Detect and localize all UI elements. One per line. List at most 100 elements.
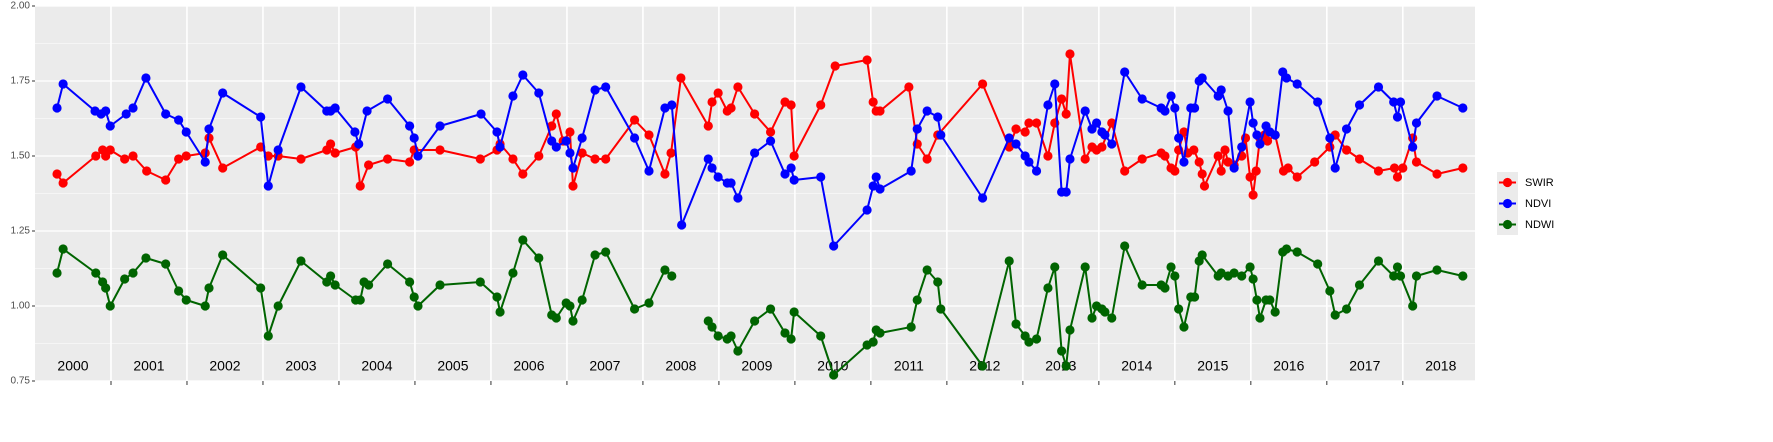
point: [200, 157, 210, 167]
point: [58, 244, 68, 254]
point: [1341, 145, 1352, 155]
point: [590, 250, 600, 260]
point: [565, 127, 575, 137]
point: [409, 292, 419, 302]
point: [666, 148, 676, 158]
point: [1237, 142, 1247, 152]
point: [726, 331, 736, 341]
point: [1100, 307, 1110, 317]
point: [816, 331, 826, 341]
point: [1043, 100, 1053, 110]
point: [1248, 274, 1258, 284]
point: [1411, 271, 1422, 281]
point: [296, 82, 306, 92]
point: [765, 136, 776, 146]
point: [121, 109, 131, 119]
point: [350, 127, 360, 137]
point: [1120, 166, 1130, 176]
point: [1031, 166, 1042, 176]
point: [1024, 157, 1034, 167]
point: [534, 253, 544, 263]
point: [1255, 139, 1265, 149]
point: [120, 274, 130, 284]
point: [816, 100, 826, 110]
point: [1120, 67, 1130, 77]
point: [1080, 262, 1090, 272]
point: [1107, 313, 1117, 323]
point: [1160, 106, 1170, 116]
point: [551, 313, 561, 323]
point: [1432, 91, 1442, 101]
point: [1057, 94, 1067, 104]
y-tick-label: 2.00: [11, 1, 31, 12]
point: [1292, 79, 1302, 89]
point: [629, 115, 640, 125]
point: [362, 106, 372, 116]
point: [726, 178, 736, 188]
point: [922, 265, 932, 275]
point: [1325, 286, 1335, 296]
year-label: 2013: [1045, 358, 1076, 374]
point: [750, 109, 760, 119]
year-label: 2011: [894, 358, 924, 374]
point: [1170, 103, 1180, 113]
year-label: 2004: [361, 358, 392, 374]
point: [644, 166, 654, 176]
point: [577, 133, 587, 143]
point: [1065, 325, 1075, 335]
point: [1061, 109, 1071, 119]
point: [382, 154, 393, 164]
point: [91, 268, 101, 278]
point: [495, 307, 505, 317]
point: [922, 154, 932, 164]
point: [1432, 265, 1442, 275]
point: [1087, 313, 1097, 323]
point: [1050, 79, 1060, 89]
point: [101, 283, 111, 293]
point: [218, 163, 228, 173]
point: [413, 151, 423, 161]
point: [1373, 256, 1384, 266]
point: [355, 295, 365, 305]
point: [862, 205, 872, 215]
point: [355, 181, 365, 191]
point: [1197, 73, 1207, 83]
point: [1137, 154, 1147, 164]
point: [933, 112, 943, 122]
point: [382, 259, 393, 269]
point: [273, 301, 283, 311]
point: [590, 154, 600, 164]
point: [977, 193, 988, 203]
point: [405, 157, 415, 167]
point: [256, 112, 266, 122]
year-label: 2008: [665, 358, 696, 374]
point: [1179, 322, 1189, 332]
point: [1194, 157, 1204, 167]
point: [904, 82, 914, 92]
point: [1389, 271, 1399, 281]
point: [1392, 112, 1403, 122]
point: [830, 61, 840, 71]
point: [1229, 163, 1239, 173]
point: [568, 181, 578, 191]
point: [476, 109, 486, 119]
point: [1408, 301, 1418, 311]
point: [1354, 100, 1365, 110]
point: [1080, 106, 1090, 116]
point: [644, 130, 654, 140]
point: [1270, 307, 1280, 317]
point: [1050, 262, 1060, 272]
point: [601, 154, 611, 164]
point: [733, 193, 743, 203]
point: [1043, 283, 1053, 293]
point: [1004, 133, 1014, 143]
point: [707, 322, 717, 332]
point: [58, 79, 68, 89]
point: [382, 94, 393, 104]
point: [1432, 169, 1442, 179]
point: [1197, 250, 1207, 260]
year-label: 2018: [1425, 358, 1456, 374]
point: [829, 370, 839, 380]
point: [1179, 157, 1189, 167]
